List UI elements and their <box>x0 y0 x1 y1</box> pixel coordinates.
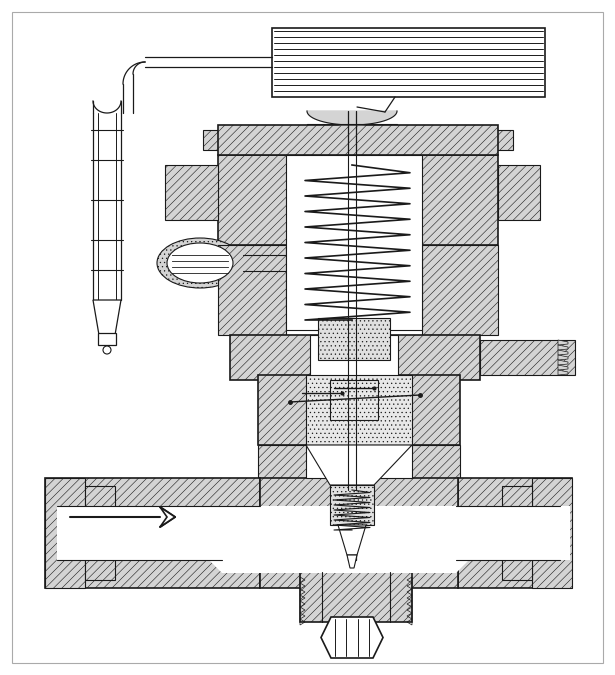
Polygon shape <box>258 375 460 445</box>
Polygon shape <box>498 165 540 220</box>
Polygon shape <box>558 345 568 350</box>
Polygon shape <box>207 506 471 573</box>
Bar <box>243 255 329 271</box>
Bar <box>57 506 267 560</box>
Polygon shape <box>45 478 260 588</box>
Polygon shape <box>98 333 116 345</box>
Bar <box>306 445 412 478</box>
Circle shape <box>103 346 111 354</box>
Polygon shape <box>558 340 568 345</box>
Bar <box>286 155 422 330</box>
Polygon shape <box>558 370 568 375</box>
Polygon shape <box>458 478 572 588</box>
Polygon shape <box>422 245 498 335</box>
Bar <box>45 478 85 588</box>
Polygon shape <box>306 445 412 485</box>
Polygon shape <box>480 340 575 375</box>
Polygon shape <box>558 365 568 370</box>
Bar <box>306 375 412 445</box>
Polygon shape <box>260 478 458 588</box>
Bar <box>502 486 532 580</box>
Polygon shape <box>300 572 412 622</box>
Polygon shape <box>258 445 460 478</box>
Polygon shape <box>218 155 498 245</box>
Ellipse shape <box>157 238 243 288</box>
Bar <box>456 506 570 560</box>
Bar <box>330 380 378 420</box>
Polygon shape <box>558 350 568 355</box>
Polygon shape <box>230 335 480 380</box>
Bar <box>310 335 398 380</box>
Polygon shape <box>165 165 218 220</box>
Polygon shape <box>558 355 568 360</box>
Polygon shape <box>160 507 175 527</box>
Ellipse shape <box>167 243 233 283</box>
Bar <box>532 478 572 588</box>
Bar <box>318 318 390 360</box>
Bar <box>330 485 374 525</box>
Polygon shape <box>218 245 286 335</box>
Polygon shape <box>218 125 498 155</box>
Polygon shape <box>93 300 121 335</box>
Polygon shape <box>338 525 366 555</box>
Polygon shape <box>203 130 513 150</box>
Polygon shape <box>558 360 568 365</box>
Polygon shape <box>321 617 383 658</box>
Polygon shape <box>307 111 397 125</box>
Polygon shape <box>347 555 357 568</box>
Bar <box>272 28 545 97</box>
Bar <box>85 486 115 580</box>
